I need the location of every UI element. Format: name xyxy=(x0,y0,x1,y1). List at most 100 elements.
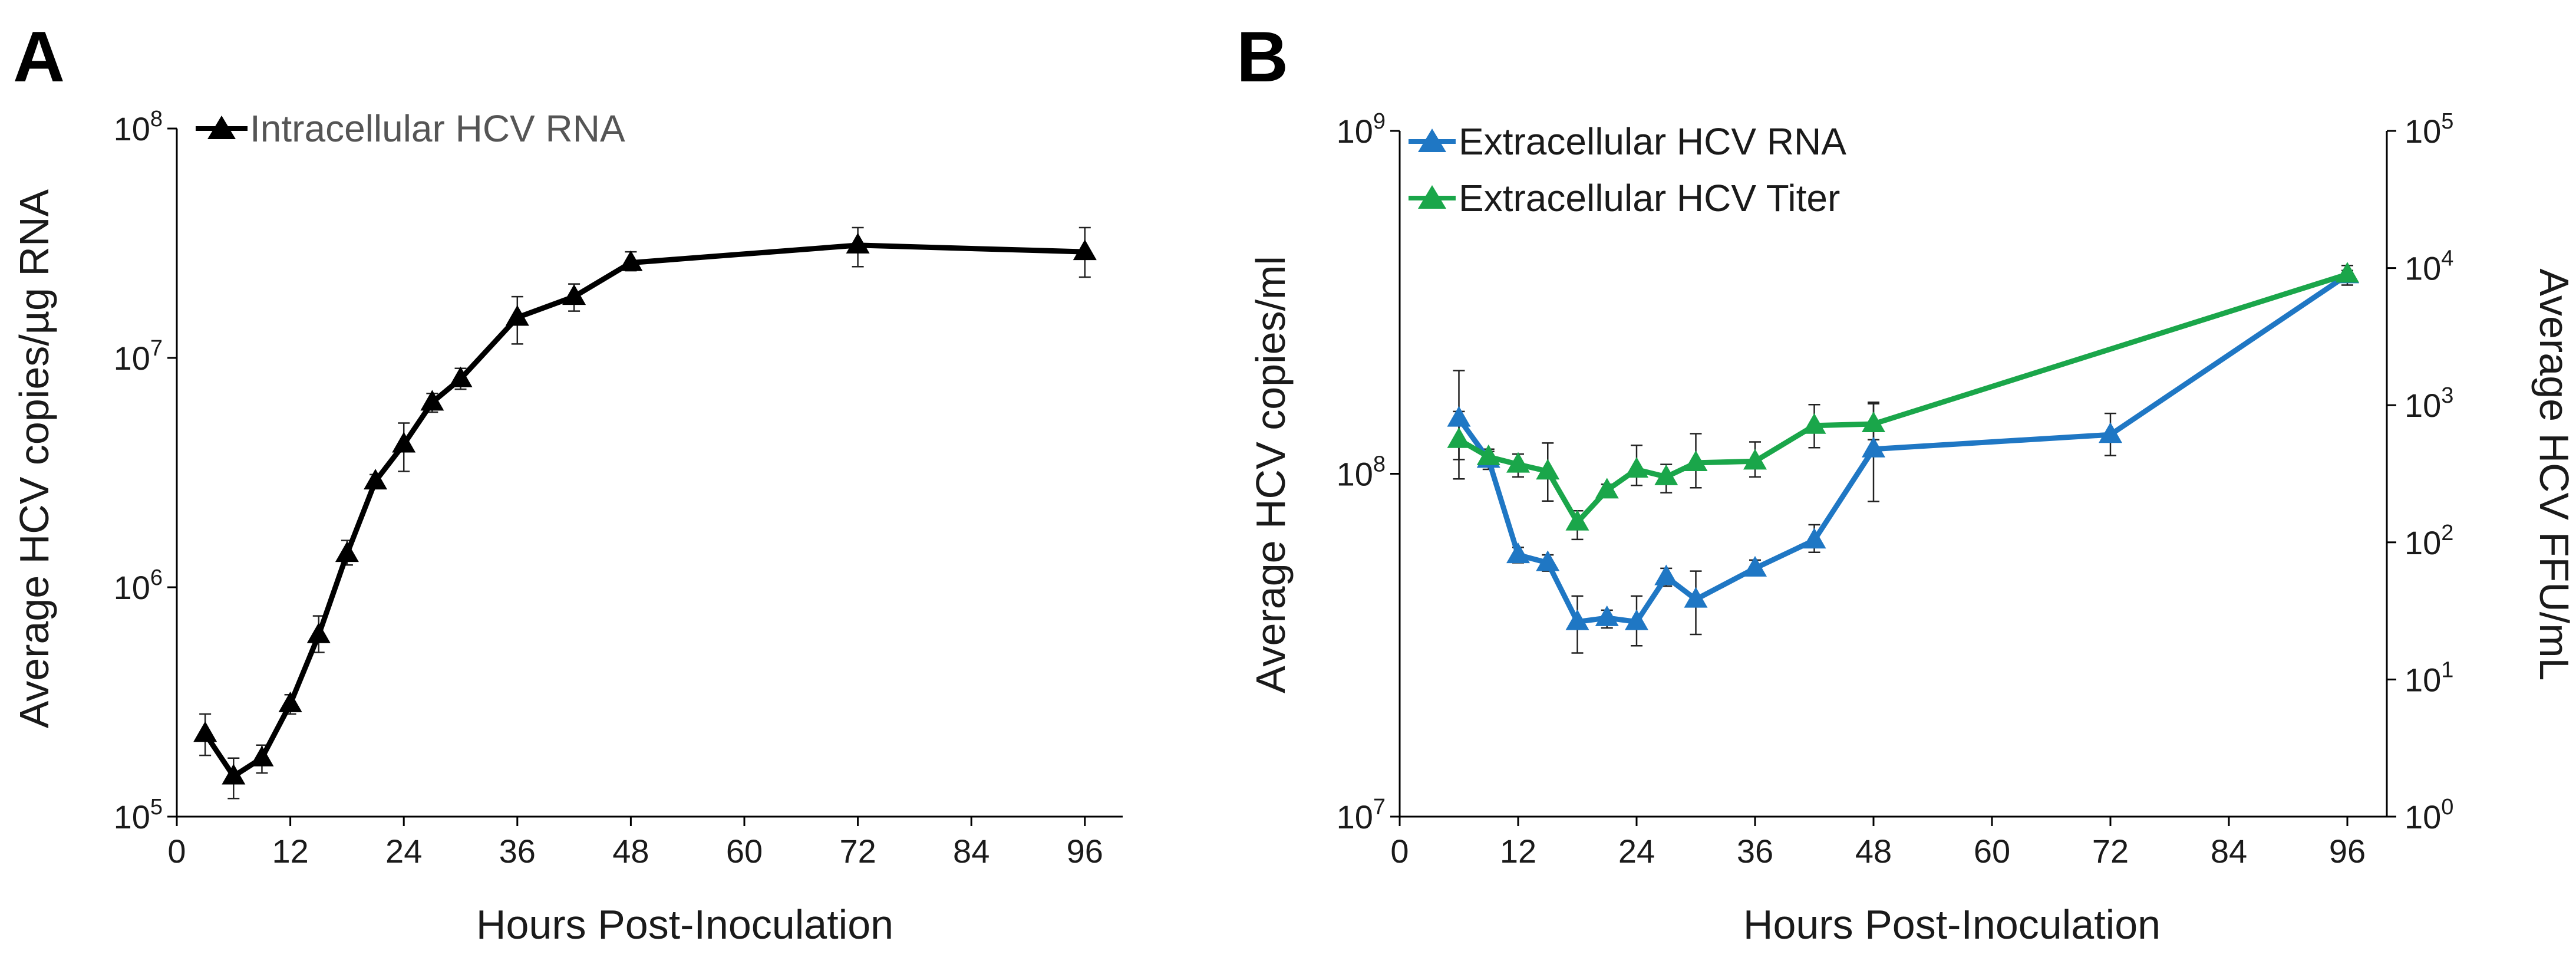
chart-a-series-0-point xyxy=(193,721,217,742)
chart-b: 0 12 24 36 48 60 72 84 96 107 108 109 100 101 102 103 10… xyxy=(1248,109,2576,948)
chart-b-series-1-point xyxy=(1476,444,1500,465)
chart-b-series-0-point xyxy=(1802,528,1826,549)
chart-a-legend: Intracellular HCV RNA xyxy=(196,107,625,150)
chart-a-series-0-line xyxy=(203,242,1085,779)
chart-b-y-tick-label-right: 101 xyxy=(2405,657,2453,698)
chart-a-x-tick-label: 48 xyxy=(612,833,649,870)
chart-b-lines xyxy=(1456,271,2349,625)
chart-a-series-0-point xyxy=(278,691,302,712)
chart-b-series-0-point xyxy=(1565,609,1589,630)
chart-b-ylabel-right: Average HCV FFU/mL xyxy=(2531,269,2576,681)
chart-b-legend-titer-marker xyxy=(1418,185,1446,209)
chart-b-y-tick-label: 108 xyxy=(1337,452,1386,493)
chart-b-series-1-point xyxy=(1536,459,1560,480)
chart-b-series-0-point xyxy=(2099,422,2122,443)
chart-a-markers xyxy=(193,232,1097,785)
chart-a-xlabel: Hours Post-Inoculation xyxy=(476,902,893,948)
chart-a-x-tick-label: 84 xyxy=(953,833,989,870)
chart-b-legend-rna-marker xyxy=(1418,129,1446,152)
chart-b-series-0-point xyxy=(1506,542,1530,564)
chart-b-series-1-point xyxy=(1684,450,1708,471)
chart-b-series-1-point xyxy=(1506,452,1530,473)
chart-b-series-0-point xyxy=(1743,555,1767,577)
chart-a-series-0-point xyxy=(619,250,643,271)
chart-b-series-1-point xyxy=(1654,464,1678,485)
chart-b-x-tick-label: 12 xyxy=(1500,833,1536,870)
chart-b-ylabel: Average HCV copies/ml xyxy=(1248,256,1294,693)
chart-a-legend-marker xyxy=(207,116,236,139)
chart-b-legend: Extracellular HCV RNA Extracellular HCV … xyxy=(1409,120,1846,219)
chart-a-y-tick-label: 105 xyxy=(114,795,163,835)
chart-a: 0 12 24 36 48 60 72 84 96 105 106 107 108 Hours Post… xyxy=(11,107,1123,948)
chart-a-x-tick-label: 36 xyxy=(499,833,536,870)
chart-b-series-1-point xyxy=(1862,411,1885,432)
chart-b-x-tick-label: 72 xyxy=(2092,833,2129,870)
chart-b-series-1-point xyxy=(2336,262,2359,283)
chart-b-legend-rna-label: Extracellular HCV RNA xyxy=(1459,120,1846,163)
chart-a-series-0-point xyxy=(392,432,416,453)
chart-a-series-0-point xyxy=(222,764,246,785)
chart-a-x-tick-label: 60 xyxy=(726,833,763,870)
chart-a-y-tick-label: 107 xyxy=(114,336,163,377)
chart-b-y-tick-label-right: 102 xyxy=(2405,521,2453,561)
chart-a-x-tick-label: 96 xyxy=(1067,833,1103,870)
chart-b-y-tick-label: 109 xyxy=(1337,109,1386,150)
chart-a-y-tick-label: 108 xyxy=(114,107,163,147)
chart-b-series-0-point xyxy=(1862,436,1885,458)
chart-b-y-tick-label: 107 xyxy=(1337,795,1386,835)
chart-a-series-0-point xyxy=(1073,239,1097,261)
chart-b-y-tick-label-right: 105 xyxy=(2405,109,2453,150)
chart-a-series-0-point xyxy=(306,622,331,643)
chart-b-series-1-point xyxy=(1447,427,1471,448)
chart-a-error-bars xyxy=(199,226,1091,800)
chart-b-series-0-point xyxy=(1684,587,1708,608)
chart-b-y-tick-label-right: 103 xyxy=(2405,383,2453,424)
chart-b-error-bars xyxy=(1453,265,2353,654)
chart-a-legend-label: Intracellular HCV RNA xyxy=(250,107,625,150)
chart-a-y-tick-label: 106 xyxy=(114,565,163,606)
chart-b-series-1-line xyxy=(1457,271,2349,525)
chart-a-x-tick-label: 0 xyxy=(167,833,186,870)
chart-b-series-1-point xyxy=(1565,509,1589,531)
chart-b-x-tick-label: 36 xyxy=(1737,833,1773,870)
chart-b-x-tick-label: 96 xyxy=(2329,833,2366,870)
chart-b-series-0-point xyxy=(1536,550,1560,571)
chart-a-ylabel: Average HCV copies/µg RNA xyxy=(11,189,57,728)
chart-a-x-tick-label: 72 xyxy=(839,833,876,870)
chart-b-xlabel: Hours Post-Inoculation xyxy=(1743,902,2161,948)
chart-a-series-0-point xyxy=(448,366,473,387)
chart-b-series-0-point xyxy=(1654,564,1678,585)
panel-a-letter: A xyxy=(13,17,65,97)
chart-b-markers xyxy=(1447,262,2359,630)
chart-b-y-tick-label-right: 100 xyxy=(2405,795,2453,835)
chart-b-series-1-point xyxy=(1595,478,1619,499)
chart-a-series-0-point xyxy=(364,469,388,490)
chart-a-series-0-point xyxy=(846,232,870,254)
chart-b-series-1-point xyxy=(1743,449,1767,470)
chart-a-x-tick-label: 12 xyxy=(272,833,308,870)
chart-b-x-tick-label: 60 xyxy=(1974,833,2010,870)
chart-b-series-1-point xyxy=(1625,457,1648,478)
chart-b-series-1-point xyxy=(1802,413,1826,434)
chart-a-series-0-point xyxy=(335,541,359,562)
chart-b-x-tick-label: 24 xyxy=(1618,833,1655,870)
chart-b-series-0-line xyxy=(1456,272,2349,625)
chart-a-series-0-point xyxy=(250,745,274,767)
chart-b-ticks: 0 12 24 36 48 60 72 84 96 107 108 109 100 101 102 103 10… xyxy=(1337,109,2454,870)
chart-a-ticks: 0 12 24 36 48 60 72 84 96 105 106 107 108 xyxy=(114,107,1123,870)
panel-b-letter: B xyxy=(1236,17,1288,97)
chart-b-series-0-point xyxy=(1625,609,1648,630)
chart-a-series-0-point xyxy=(562,284,586,305)
chart-b-series-0-point xyxy=(1595,605,1619,626)
chart-b-series-0-point xyxy=(1447,406,1471,427)
chart-b-x-tick-label: 84 xyxy=(2211,833,2247,870)
chart-a-series-0-point xyxy=(420,390,444,411)
chart-b-legend-titer-label: Extracellular HCV Titer xyxy=(1459,177,1840,219)
chart-a-lines xyxy=(203,242,1085,779)
chart-b-x-tick-label: 48 xyxy=(1855,833,1892,870)
chart-b-x-tick-label: 0 xyxy=(1390,833,1409,870)
chart-b-y-tick-label-right: 104 xyxy=(2405,246,2453,287)
chart-a-x-tick-label: 24 xyxy=(385,833,422,870)
chart-a-series-0-point xyxy=(505,305,529,326)
